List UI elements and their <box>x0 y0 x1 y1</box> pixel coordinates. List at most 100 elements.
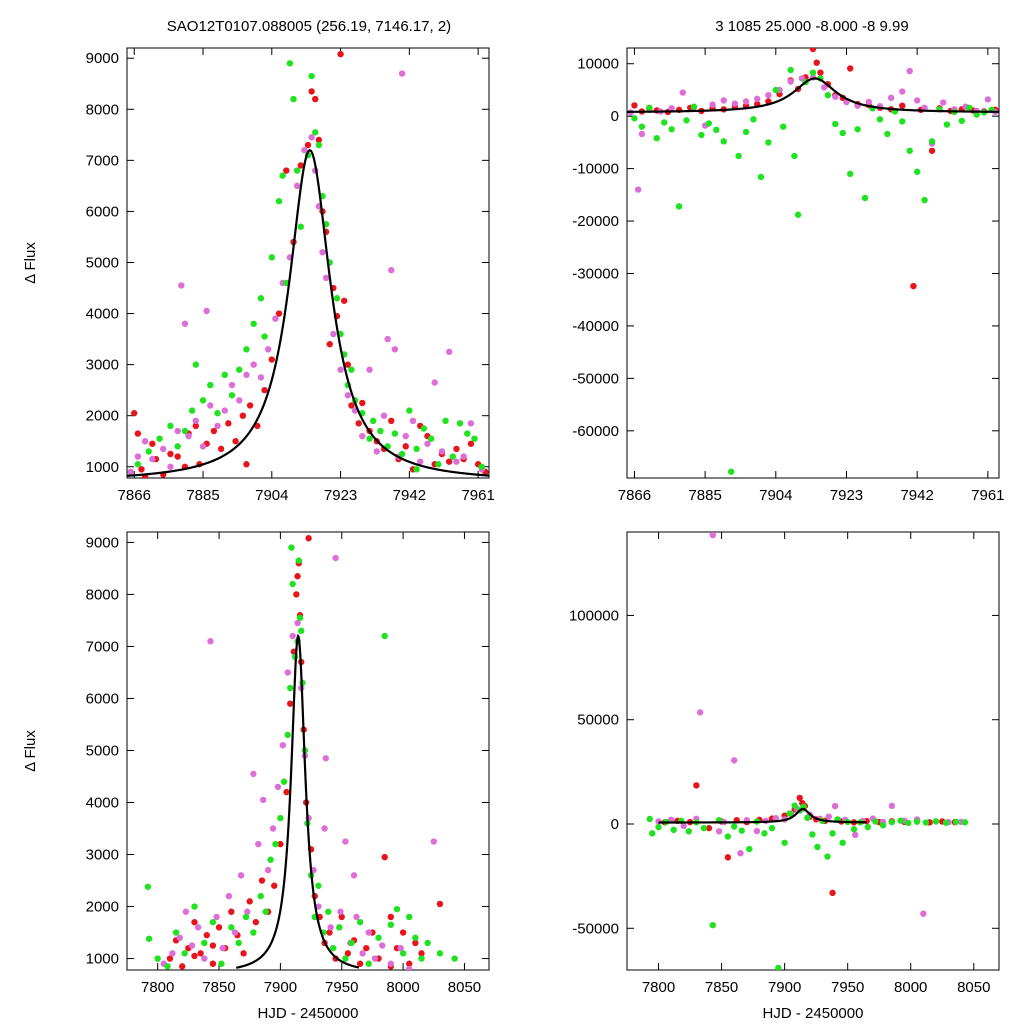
data-point-red <box>387 913 395 921</box>
data-point-green <box>399 950 407 957</box>
data-point-red <box>293 591 300 598</box>
data-point-red <box>338 913 345 921</box>
data-point-green <box>928 138 936 145</box>
data-point-red <box>381 853 388 861</box>
data-point-magenta <box>467 420 475 427</box>
data-point-green <box>768 824 776 832</box>
data-point-red <box>134 430 142 437</box>
data-point-red <box>271 882 278 889</box>
data-point-magenta <box>831 802 839 810</box>
data-point-red <box>305 535 312 542</box>
data-points <box>127 50 489 478</box>
data-point-red <box>232 438 239 445</box>
data-point-red <box>337 50 344 58</box>
data-point-green <box>336 924 343 931</box>
data-point-red <box>796 794 803 802</box>
y-tick-label: 6000 <box>86 203 119 220</box>
data-point-green <box>872 818 879 825</box>
data-point-magenta <box>438 448 446 455</box>
data-point-green <box>377 427 384 435</box>
data-point-green <box>787 66 794 74</box>
x-tick-label: 7850 <box>705 979 738 996</box>
data-point-magenta <box>398 70 406 77</box>
data-point-green <box>261 333 268 340</box>
data-point-red <box>174 453 181 460</box>
data-point-red <box>724 854 732 861</box>
data-point-magenta <box>293 182 301 190</box>
data-point-green <box>236 366 243 373</box>
data-point-red <box>258 877 266 884</box>
data-point-red <box>467 440 475 447</box>
panel-top-right: -60000 -50000 -40000 -30000 -20000 -10000 0 100… <box>572 47 1005 504</box>
data-point-green <box>366 435 373 442</box>
data-point-magenta <box>264 866 272 874</box>
data-point-magenta <box>921 104 928 111</box>
data-point-green <box>156 435 163 442</box>
data-point-magenta <box>920 910 927 917</box>
data-point-red <box>402 443 409 450</box>
data-point-magenta <box>294 619 301 627</box>
data-point-red <box>304 141 312 149</box>
data-point-magenta <box>906 67 913 75</box>
data-point-green <box>757 173 765 181</box>
data-point-magenta <box>308 134 315 141</box>
y-tick-label: 1000 <box>86 459 119 476</box>
data-point-magenta <box>350 872 358 879</box>
data-point-magenta <box>255 840 262 848</box>
data-point-magenta <box>430 838 437 845</box>
y-tick-label: 6000 <box>86 690 119 707</box>
data-point-magenta <box>337 366 344 373</box>
panels: 1000 2000 3000 4000 5000 6000 7000 8000 9000 7866… <box>22 47 1005 1022</box>
data-point-magenta <box>709 101 716 108</box>
data-point-green <box>921 196 928 204</box>
data-point-green <box>235 939 242 947</box>
data-point-magenta <box>865 98 872 106</box>
data-point-magenta <box>176 934 183 941</box>
x-tick-label: 7900 <box>264 979 297 996</box>
data-point-green <box>296 614 304 622</box>
data-point-magenta <box>406 965 413 970</box>
data-point-red <box>283 788 290 796</box>
data-point-green <box>864 823 872 831</box>
x-tick-label: 7885 <box>688 487 721 504</box>
data-point-magenta <box>219 944 226 952</box>
data-point-green <box>653 134 660 142</box>
data-point-green <box>145 935 153 942</box>
x-tick-label: 7961 <box>461 487 494 504</box>
data-point-green <box>839 129 846 137</box>
data-point-magenta <box>337 908 344 915</box>
data-point-green <box>781 839 788 846</box>
data-point-green <box>267 856 274 863</box>
data-point-green <box>413 466 420 473</box>
data-point-green <box>144 883 152 890</box>
chart-title-left: SAO12T0107.088005 (256.19, 7146.17, 2) <box>167 18 451 35</box>
data-point-green <box>876 116 884 123</box>
data-point-red <box>344 950 352 957</box>
data-point-green <box>906 147 913 154</box>
data-point-green <box>646 815 653 823</box>
data-point-green <box>700 824 708 832</box>
data-point-magenta <box>221 407 228 414</box>
x-tick-label: 8000 <box>386 979 419 996</box>
data-point-red <box>436 900 444 908</box>
data-point-magenta <box>380 412 388 419</box>
data-point-green <box>250 320 257 327</box>
data-point-magenta <box>134 453 142 460</box>
data-point-green <box>329 944 337 952</box>
data-point-green <box>164 963 171 970</box>
data-point-magenta <box>272 315 279 322</box>
data-point-green <box>847 170 854 178</box>
data-point-red <box>283 167 290 174</box>
data-point-red <box>209 942 217 949</box>
data-point-magenta <box>149 455 156 463</box>
data-point-green <box>804 814 811 821</box>
data-point-green <box>668 126 675 133</box>
data-point-green <box>286 60 294 67</box>
data-point-magenta <box>181 320 189 327</box>
data-point-green <box>275 198 283 205</box>
data-point-magenta <box>668 105 675 112</box>
plot-frame <box>126 531 490 971</box>
data-point-magenta <box>250 770 257 778</box>
data-point-green <box>958 117 965 125</box>
y-tick-label: 7000 <box>86 638 119 655</box>
